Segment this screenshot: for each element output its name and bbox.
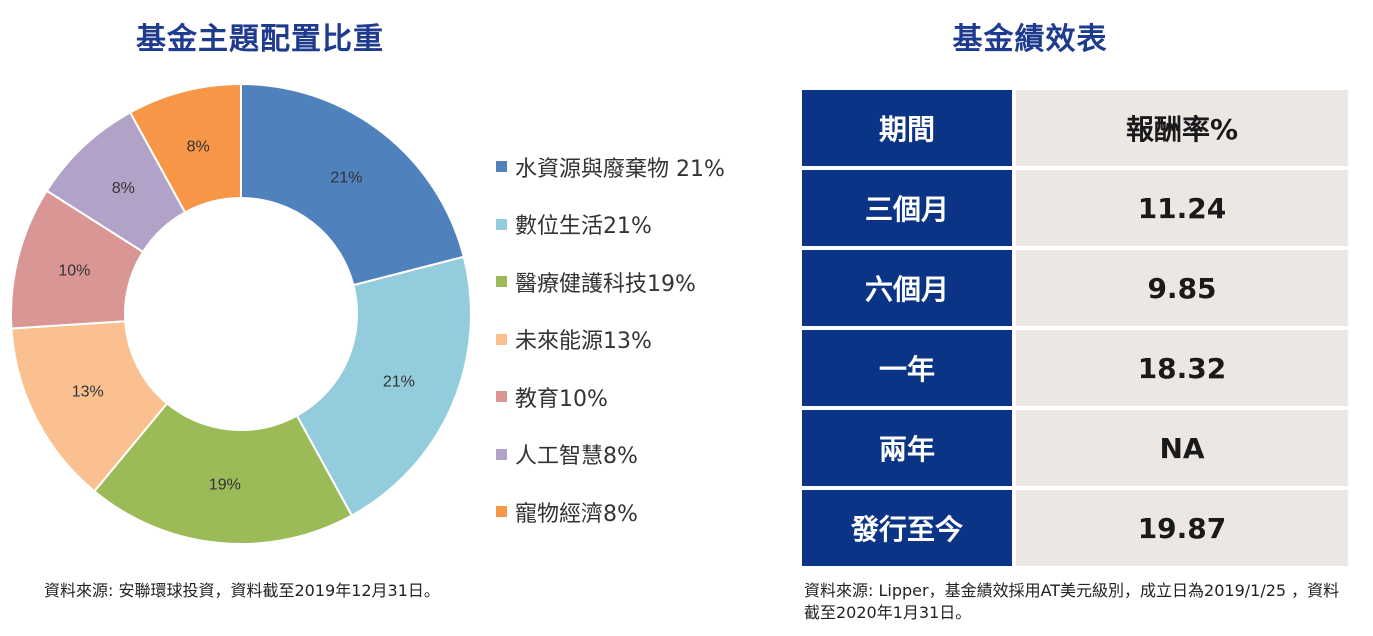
table-row: 三個月 11.24 xyxy=(802,170,1348,246)
row-period: 兩年 xyxy=(802,410,1016,486)
table-row: 六個月 9.85 xyxy=(802,250,1348,326)
legend-item: 數位生活21% xyxy=(496,196,725,254)
chart-legend: 水資源與廢棄物 21% 數位生活21% 醫療健護科技19% 未來能源13% 教育10% 人… xyxy=(496,138,725,541)
table-row: 兩年 NA xyxy=(802,410,1348,486)
legend-item: 水資源與廢棄物 21% xyxy=(496,138,725,196)
row-value: NA xyxy=(1016,410,1348,486)
donut-slice-labels: 21% 21% 19% 13% 10% 8% 8% xyxy=(58,139,414,494)
legend-swatch xyxy=(496,506,507,518)
legend-label: 寵物經濟8% xyxy=(515,501,638,527)
chart-title: 基金主題配置比重 xyxy=(136,22,384,57)
donut-slice-3 xyxy=(92,401,354,545)
row-period: 一年 xyxy=(802,330,1016,406)
performance-table-title: 基金績效表 xyxy=(952,22,1108,57)
legend-swatch xyxy=(496,218,507,230)
table-source-note: 資料來源: Lipper，基金績效採用AT美元級別，成立日為2019/1/25 … xyxy=(804,581,1340,622)
row-value: 19.87 xyxy=(1016,490,1348,566)
chart-source-note: 資料來源: 安聯環球投資，資料截至2019年12月31日。 xyxy=(44,581,440,600)
legend-swatch xyxy=(496,391,507,403)
performance-table: 期間 報酬率% 三個月 11.24 六個月 9.85 一年 18.32 兩年 N… xyxy=(802,86,1348,570)
row-value: 11.24 xyxy=(1016,170,1348,246)
slice-label: 19% xyxy=(209,476,241,493)
legend-label: 醫療健護科技19% xyxy=(515,271,696,297)
donut-slice-2 xyxy=(295,255,472,517)
slice-label: 8% xyxy=(187,139,210,156)
legend-item: 寵物經濟8% xyxy=(496,483,725,541)
table-header-row: 期間 報酬率% xyxy=(802,90,1348,166)
slice-label: 10% xyxy=(58,262,90,279)
header-return: 報酬率% xyxy=(1016,90,1348,166)
slice-label: 21% xyxy=(383,374,415,391)
donut-slice-1 xyxy=(240,82,465,287)
legend-label: 未來能源13% xyxy=(515,329,652,355)
legend-label: 人工智慧8% xyxy=(515,444,638,470)
row-period: 發行至今 xyxy=(802,490,1016,566)
row-value: 18.32 xyxy=(1016,330,1348,406)
row-value: 9.85 xyxy=(1016,250,1348,326)
legend-label: 數位生活21% xyxy=(515,214,652,240)
legend-item: 未來能源13% xyxy=(496,311,725,369)
row-period: 三個月 xyxy=(802,170,1016,246)
legend-item: 人工智慧8% xyxy=(496,426,725,484)
legend-item: 醫療健護科技19% xyxy=(496,253,725,311)
legend-swatch xyxy=(496,448,507,460)
theme-allocation-donut-chart: 21% 21% 19% 13% 10% 8% 8% xyxy=(10,82,472,545)
legend-swatch xyxy=(496,333,507,345)
legend-swatch xyxy=(496,161,507,173)
legend-label: 水資源與廢棄物 21% xyxy=(515,156,725,182)
slice-label: 13% xyxy=(72,383,104,400)
slice-label: 21% xyxy=(330,169,362,186)
row-period: 六個月 xyxy=(802,250,1016,326)
legend-swatch xyxy=(496,276,507,288)
donut-slice-7 xyxy=(128,82,242,214)
donut-slices xyxy=(10,82,472,545)
legend-label: 教育10% xyxy=(515,386,608,412)
slice-label: 8% xyxy=(112,180,135,197)
header-period: 期間 xyxy=(802,90,1016,166)
table-row: 發行至今 19.87 xyxy=(802,490,1348,566)
table-row: 一年 18.32 xyxy=(802,330,1348,406)
legend-item: 教育10% xyxy=(496,368,725,426)
